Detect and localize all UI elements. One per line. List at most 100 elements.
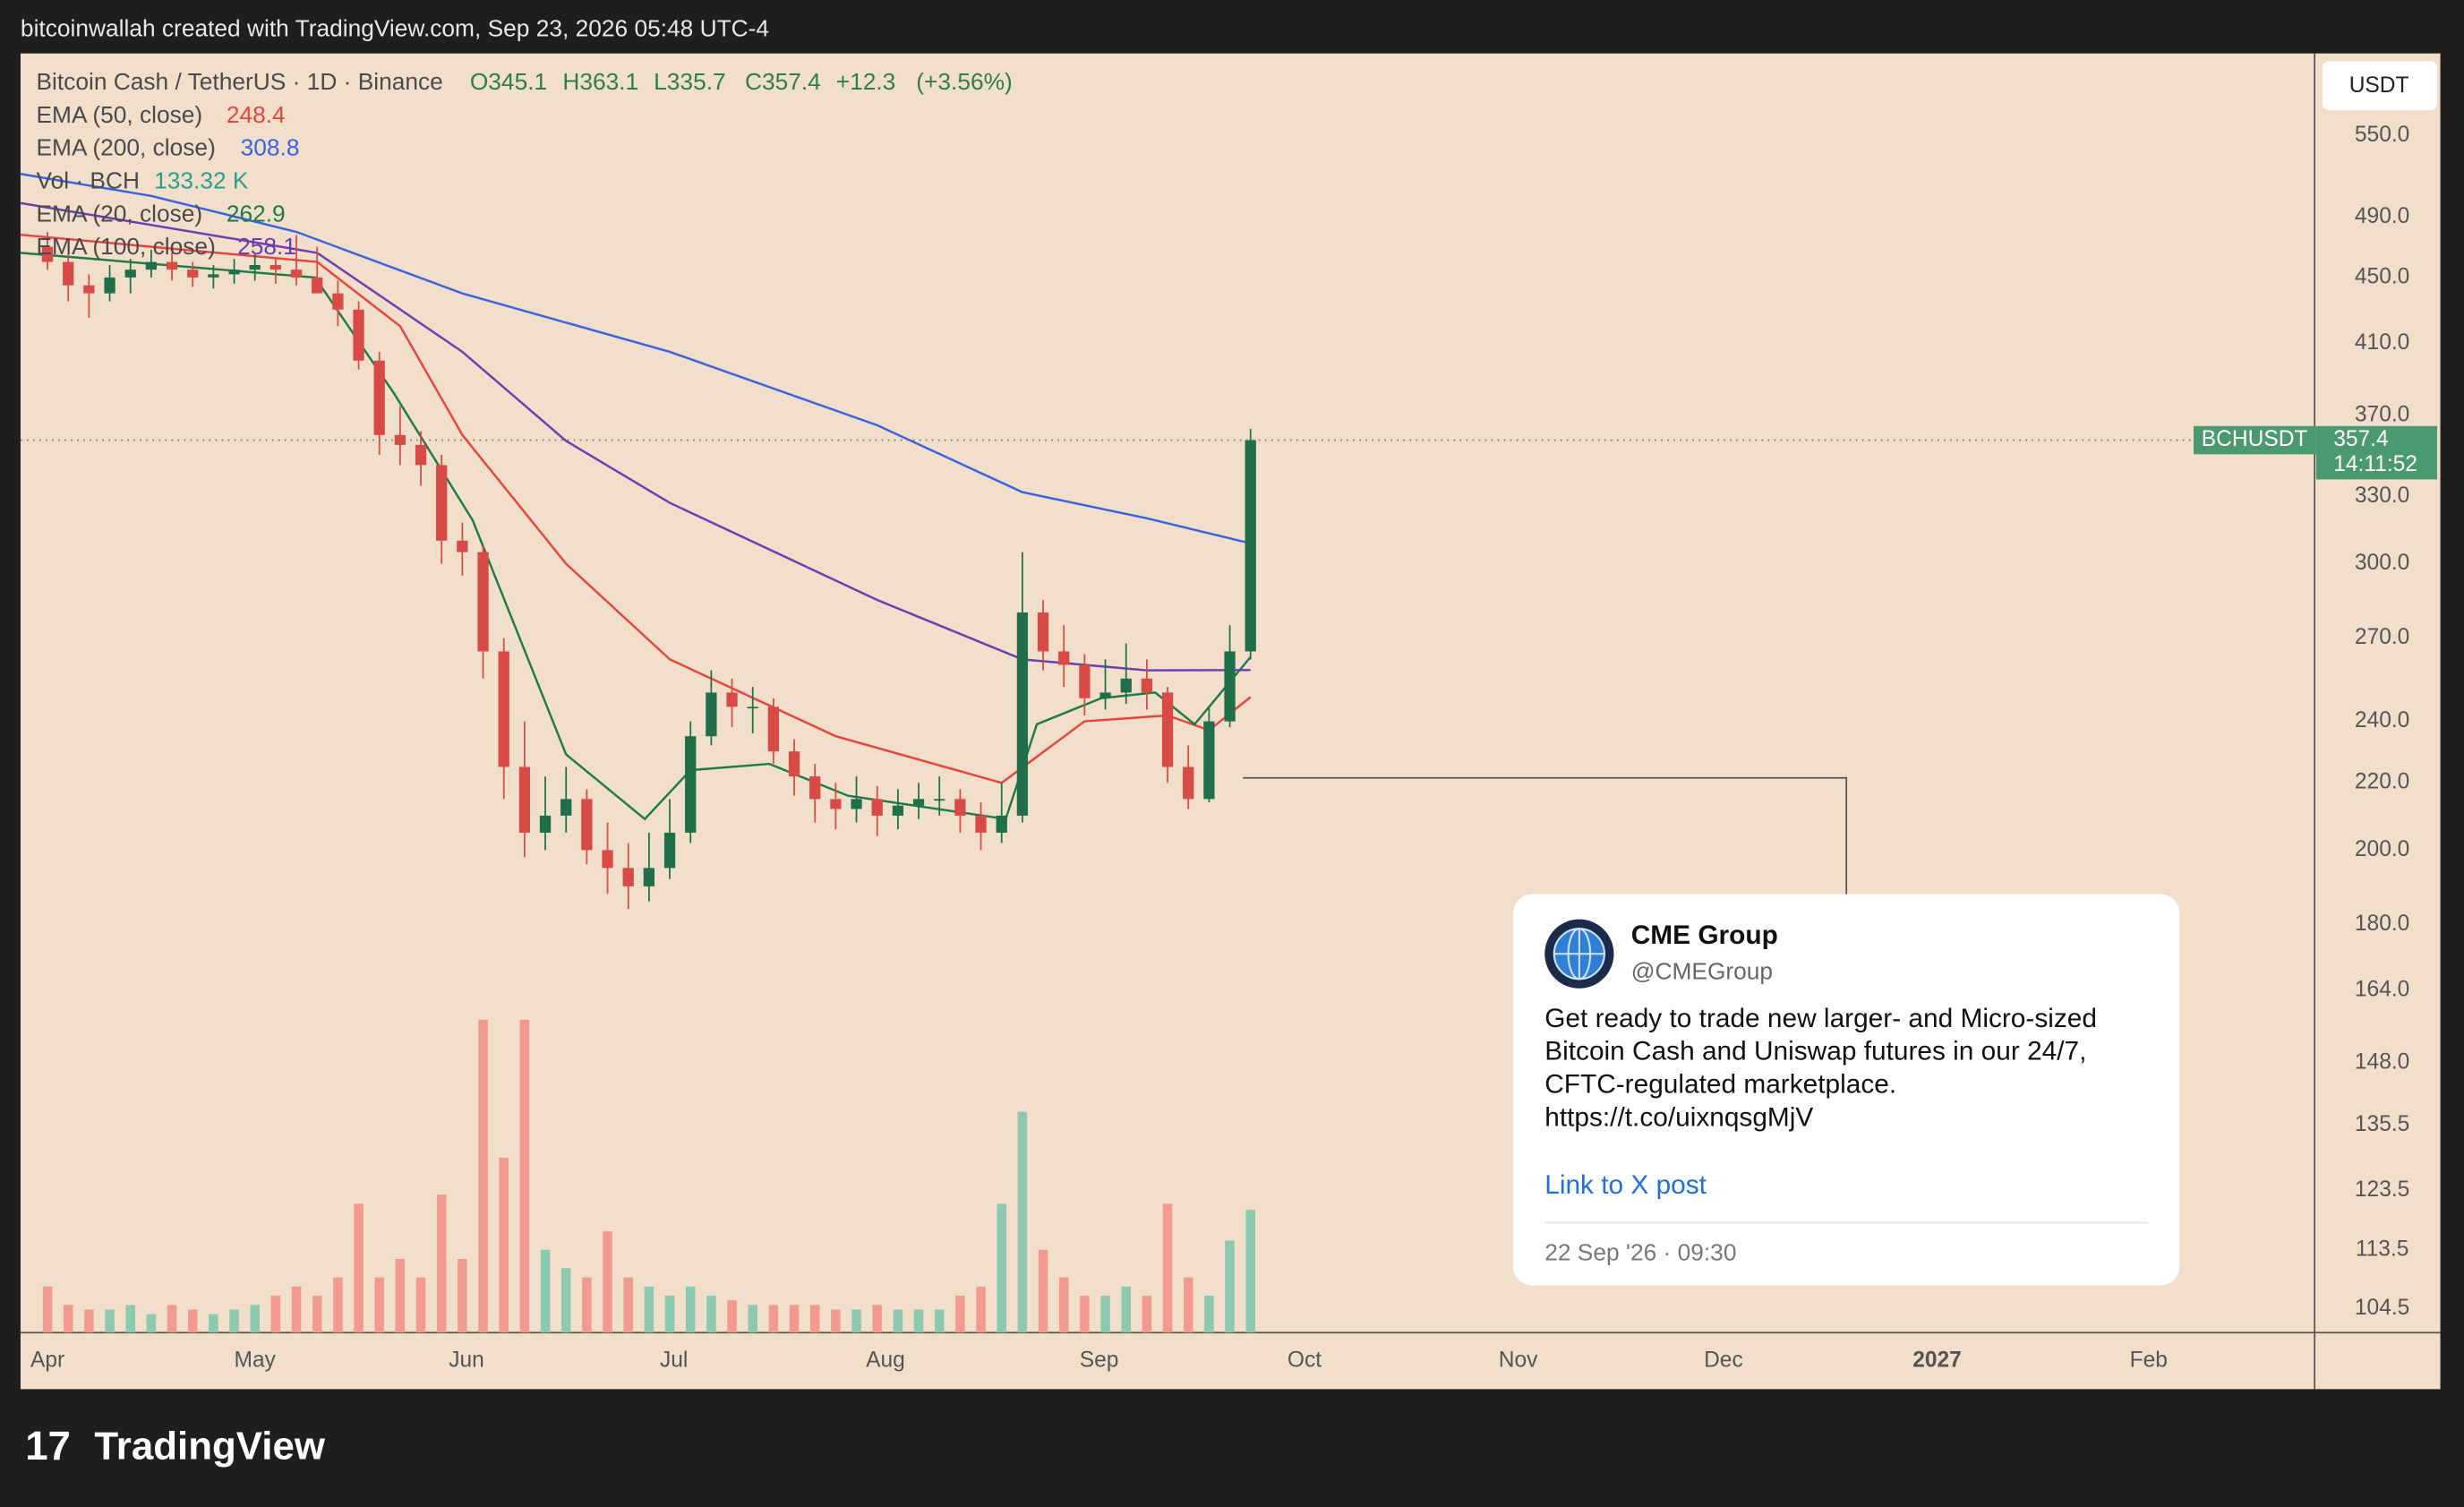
y-tick-label: 164.0 xyxy=(2355,977,2409,1001)
legend-name: EMA (200, close) xyxy=(36,134,215,161)
post-text: Bitcoin Cash and Uniswap futures in our … xyxy=(1544,1037,2086,1066)
volume-bar xyxy=(789,1305,800,1333)
candle-body xyxy=(1183,766,1194,800)
candle-body xyxy=(228,270,240,275)
volume-bar xyxy=(209,1314,218,1333)
header: bitcoinwallah created with TradingView.c… xyxy=(21,14,769,41)
ohlc-value: C357.4 xyxy=(745,68,821,95)
legend-name: EMA (20, close) xyxy=(36,200,202,227)
volume-bar xyxy=(893,1309,903,1333)
candle-body xyxy=(975,815,987,833)
post-link[interactable]: Link to X post xyxy=(1544,1170,1707,1200)
volume-bar xyxy=(913,1309,924,1333)
volume-bar xyxy=(809,1305,820,1333)
candle-body xyxy=(767,706,780,752)
x-tick-label: Jul xyxy=(660,1348,688,1372)
volume-bar xyxy=(1204,1296,1214,1333)
y-tick-label: 148.0 xyxy=(2355,1049,2409,1074)
y-tick-label: 135.5 xyxy=(2355,1112,2409,1136)
volume-bar xyxy=(727,1300,737,1333)
candle-body xyxy=(539,815,552,833)
volume-bar xyxy=(997,1203,1006,1333)
currency-box[interactable] xyxy=(2322,61,2438,110)
currency[interactable]: USDT xyxy=(2349,73,2409,98)
volume-bar xyxy=(42,1286,53,1333)
candle-body xyxy=(996,815,1007,833)
x-tick-label: Oct xyxy=(1288,1348,1322,1372)
candle-body xyxy=(145,261,158,270)
volume-bar xyxy=(1225,1240,1235,1333)
candle-body xyxy=(1099,692,1111,698)
legend-value: 262.9 xyxy=(227,200,286,227)
candle-body xyxy=(124,270,136,278)
volume-bar xyxy=(685,1286,696,1333)
volume-bar xyxy=(955,1296,965,1333)
candle-body xyxy=(1016,612,1029,816)
volume-bar xyxy=(976,1286,986,1333)
volume-bar xyxy=(84,1309,94,1333)
volume-bar xyxy=(499,1157,509,1333)
volume-bar xyxy=(664,1296,675,1333)
candle-body xyxy=(208,274,219,278)
volume-bar xyxy=(851,1309,861,1333)
candle-body xyxy=(912,799,925,806)
volume-bar xyxy=(333,1277,343,1333)
candle-body xyxy=(1079,664,1091,698)
candle-body xyxy=(332,293,344,310)
volume-bar xyxy=(644,1286,654,1333)
candle-body xyxy=(1224,651,1236,722)
candle-body xyxy=(602,850,613,869)
y-tick-label: 370.0 xyxy=(2355,403,2409,427)
candle-body xyxy=(270,264,282,270)
ohlc-value: (+3.56%) xyxy=(916,68,1013,95)
volume-bar xyxy=(187,1309,198,1333)
volume-bar xyxy=(312,1296,322,1333)
y-tick-label: 410.0 xyxy=(2355,330,2409,355)
ohlc-value: O345.1 xyxy=(470,68,547,95)
candle-body xyxy=(166,261,178,270)
volume-bar xyxy=(1245,1210,1255,1333)
candle-body xyxy=(477,552,489,652)
candle-body xyxy=(706,692,717,737)
candle-body xyxy=(1203,721,1215,800)
price-value: 357.4 xyxy=(2333,427,2388,451)
post-author: CME Group xyxy=(1631,920,1778,950)
volume-bar xyxy=(354,1203,364,1333)
price-label-box xyxy=(2194,425,2316,455)
legend-name: EMA (50, close) xyxy=(36,101,202,128)
candle-body xyxy=(83,285,95,294)
price-countdown: 14:11:52 xyxy=(2333,452,2417,476)
volume-bar xyxy=(229,1309,239,1333)
candle-body xyxy=(1058,651,1070,665)
post-timestamp: 22 Sep '26 · 09:30 xyxy=(1544,1238,1736,1265)
x-tick-label: May xyxy=(235,1348,277,1372)
y-tick-label: 123.5 xyxy=(2355,1177,2409,1202)
candle-body xyxy=(436,465,448,541)
candle-body xyxy=(643,868,655,886)
volume-bar xyxy=(560,1268,571,1333)
plot xyxy=(20,173,1256,1333)
candle-body xyxy=(518,766,531,833)
x-tick-label: 2027 xyxy=(1912,1348,1962,1372)
candle-body xyxy=(809,776,821,800)
price-symbol: BCHUSDT xyxy=(2202,427,2308,451)
ohlc-value: +12.3 xyxy=(836,68,896,95)
connector xyxy=(1243,776,1848,895)
candle-body xyxy=(41,246,54,262)
volume-bar xyxy=(748,1305,757,1333)
candle-body xyxy=(1120,678,1132,693)
volume-bar xyxy=(374,1277,384,1333)
volume-bar xyxy=(395,1258,406,1333)
volume-bar xyxy=(582,1277,592,1333)
volume-bar xyxy=(1142,1296,1152,1333)
ohlc-value: H363.1 xyxy=(562,68,638,95)
candle-body xyxy=(830,799,842,809)
volume-bar xyxy=(1058,1277,1069,1333)
volume-bar xyxy=(146,1314,157,1333)
y-tick-label: 270.0 xyxy=(2355,625,2409,649)
candle-body xyxy=(312,277,323,294)
ohlc-value: L335.7 xyxy=(654,68,725,95)
y-tick-label: 300.0 xyxy=(2355,551,2409,575)
y-tick-label: 490.0 xyxy=(2355,204,2409,228)
